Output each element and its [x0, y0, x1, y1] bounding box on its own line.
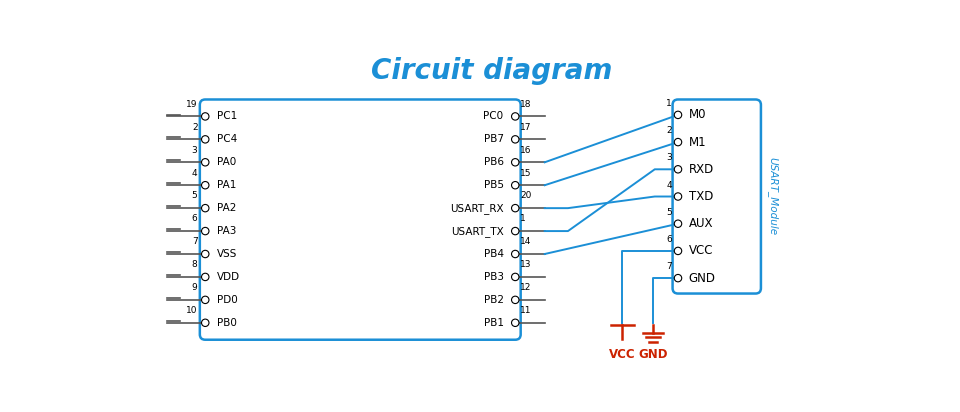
FancyBboxPatch shape — [673, 99, 761, 293]
Text: USART_TX: USART_TX — [451, 226, 504, 236]
Circle shape — [512, 113, 519, 120]
Text: VSS: VSS — [217, 249, 237, 259]
Text: 7: 7 — [666, 262, 672, 271]
Text: 4: 4 — [192, 169, 198, 178]
Text: 6: 6 — [192, 214, 198, 223]
FancyBboxPatch shape — [200, 99, 520, 340]
Circle shape — [202, 319, 209, 326]
Circle shape — [674, 166, 682, 173]
Circle shape — [674, 138, 682, 146]
Text: PC4: PC4 — [217, 134, 237, 144]
Text: 2: 2 — [192, 123, 198, 132]
Circle shape — [512, 227, 519, 235]
Circle shape — [202, 296, 209, 304]
Text: 7: 7 — [192, 237, 198, 246]
Text: 15: 15 — [520, 169, 532, 178]
Circle shape — [674, 274, 682, 282]
Text: 14: 14 — [520, 237, 531, 246]
Circle shape — [202, 227, 209, 235]
Text: 18: 18 — [520, 100, 532, 109]
Text: 12: 12 — [520, 283, 531, 292]
Text: PB1: PB1 — [484, 318, 504, 328]
Circle shape — [512, 250, 519, 258]
Text: VDD: VDD — [217, 272, 240, 282]
Text: 11: 11 — [520, 306, 532, 315]
Text: PB7: PB7 — [484, 134, 504, 144]
Text: VCC: VCC — [689, 244, 713, 258]
Text: 4: 4 — [666, 180, 672, 190]
Circle shape — [674, 193, 682, 200]
Circle shape — [512, 296, 519, 304]
Text: PB3: PB3 — [484, 272, 504, 282]
Circle shape — [202, 204, 209, 212]
Text: 3: 3 — [666, 153, 672, 162]
Circle shape — [512, 204, 519, 212]
Text: 1: 1 — [666, 99, 672, 108]
Text: PB0: PB0 — [217, 318, 237, 328]
Text: PA2: PA2 — [217, 203, 236, 213]
Text: 17: 17 — [520, 123, 532, 132]
Circle shape — [674, 220, 682, 227]
Circle shape — [512, 319, 519, 326]
Text: PB4: PB4 — [484, 249, 504, 259]
Circle shape — [202, 273, 209, 281]
Text: PC1: PC1 — [217, 111, 237, 122]
Text: 16: 16 — [520, 145, 532, 154]
Circle shape — [674, 111, 682, 119]
Text: PC0: PC0 — [484, 111, 504, 122]
Text: USART_Module: USART_Module — [767, 157, 778, 236]
Circle shape — [202, 159, 209, 166]
Circle shape — [512, 273, 519, 281]
Text: M1: M1 — [689, 136, 707, 149]
Circle shape — [202, 250, 209, 258]
Text: PB5: PB5 — [484, 180, 504, 190]
Circle shape — [512, 182, 519, 189]
Text: 10: 10 — [186, 306, 198, 315]
Circle shape — [202, 136, 209, 143]
Text: PA0: PA0 — [217, 157, 236, 167]
Text: 2: 2 — [666, 126, 672, 135]
Text: 5: 5 — [666, 208, 672, 217]
Circle shape — [512, 136, 519, 143]
Circle shape — [674, 247, 682, 255]
Text: Circuit diagram: Circuit diagram — [372, 57, 612, 85]
Text: PD0: PD0 — [217, 295, 238, 305]
Text: AUX: AUX — [689, 217, 713, 230]
Text: 19: 19 — [186, 100, 198, 109]
Circle shape — [202, 182, 209, 189]
Text: RXD: RXD — [689, 163, 714, 176]
Text: PA3: PA3 — [217, 226, 236, 236]
Text: GND: GND — [638, 348, 668, 361]
Text: 20: 20 — [520, 192, 531, 201]
Text: 3: 3 — [192, 145, 198, 154]
Text: PB6: PB6 — [484, 157, 504, 167]
Text: 5: 5 — [192, 192, 198, 201]
Text: 9: 9 — [192, 283, 198, 292]
Text: M0: M0 — [689, 108, 707, 122]
Text: PB2: PB2 — [484, 295, 504, 305]
Text: 6: 6 — [666, 235, 672, 244]
Text: 13: 13 — [520, 260, 532, 269]
Text: VCC: VCC — [609, 348, 636, 361]
Text: TXD: TXD — [689, 190, 713, 203]
Text: 1: 1 — [520, 214, 526, 223]
Text: USART_RX: USART_RX — [450, 203, 504, 213]
Circle shape — [512, 159, 519, 166]
Text: 8: 8 — [192, 260, 198, 269]
Text: PA1: PA1 — [217, 180, 236, 190]
Circle shape — [202, 113, 209, 120]
Text: GND: GND — [689, 272, 716, 285]
